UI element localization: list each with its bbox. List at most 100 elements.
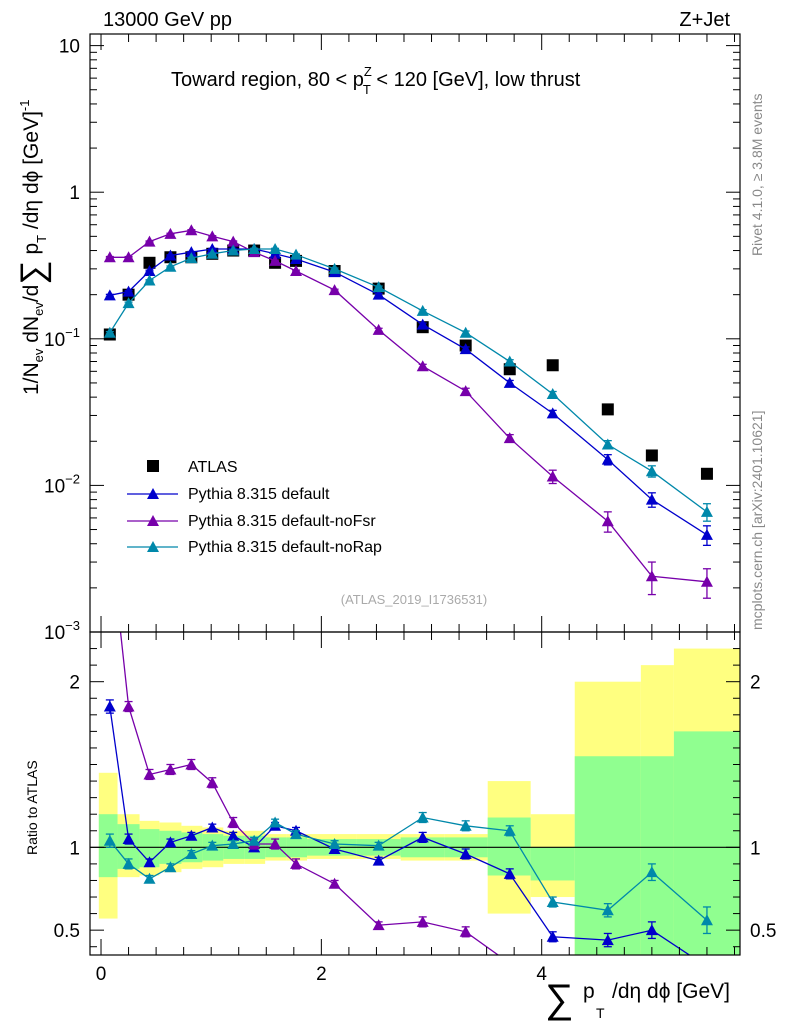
ratio-point-pythia-8-315-default-nofsr-11 — [372, 919, 385, 931]
ratio-ytick-label-right-0: 2 — [750, 673, 761, 694]
ratio-point-pythia-8-315-default-15 — [546, 930, 559, 942]
point-pythia-8-315-default-nofsr-13 — [459, 385, 472, 397]
point-atlas-17 — [645, 449, 658, 462]
ratio-point-pythia-8-315-default-nofsr-1 — [122, 700, 135, 712]
legend: ATLAS Pythia 8.315 default Pythia 8.315 … — [127, 459, 382, 556]
point-pythia-8-315-default-norap-18 — [700, 505, 713, 517]
point-pythia-8-315-default-norap-5 — [206, 247, 219, 259]
point-pythia-8-315-default-norap-10 — [328, 262, 341, 274]
legend-label-norap: Pythia 8.315 default-noRap — [188, 539, 382, 556]
point-pythia-8-315-default-norap-8 — [269, 242, 282, 254]
band-stat-17 — [640, 756, 674, 955]
ratio-point-pythia-8-315-default-14 — [503, 867, 516, 879]
main-ytick-label-3: 10−2 — [44, 471, 80, 497]
ratio-panel-frame — [89, 631, 741, 956]
point-pythia-8-315-default-2 — [143, 265, 156, 277]
point-pythia-8-315-default-12 — [416, 318, 429, 330]
point-pythia-8-315-default-15 — [546, 407, 559, 419]
point-pythia-8-315-default-norap-6 — [227, 244, 240, 256]
ratio-point-pythia-8-315-default-norap-14 — [503, 824, 516, 836]
main-ytick-label-0: 10 — [59, 37, 80, 58]
point-pythia-8-315-default-norap-13 — [459, 326, 472, 338]
ratio-point-pythia-8-315-default-norap-11 — [372, 839, 385, 851]
ratio-point-pythia-8-315-default-norap-2 — [143, 872, 156, 884]
ratio-point-pythia-8-315-default-nofsr-3 — [164, 763, 177, 775]
ratio-point-pythia-8-315-default-6 — [227, 829, 240, 841]
ratio-ytick-label-left-2: 0.5 — [54, 921, 80, 942]
ratio-point-pythia-8-315-default-nofsr-0 — [104, 527, 116, 538]
ratio-point-pythia-8-315-default-nofsr-6 — [227, 816, 240, 828]
legend-label-atlas: ATLAS — [188, 459, 238, 476]
ratio-point-pythia-8-315-default-4 — [185, 829, 198, 841]
ratio-point-pythia-8-315-default-13 — [459, 847, 472, 859]
point-pythia-8-315-default-17 — [645, 493, 658, 505]
point-pythia-8-315-default-0 — [103, 289, 116, 301]
source-label: mcplots.cern.ch [arXiv:2401.10621] — [749, 411, 765, 630]
ratio-point-pythia-8-315-default-12 — [416, 831, 429, 843]
point-pythia-8-315-default-norap-14 — [503, 355, 516, 367]
ratio-point-pythia-8-315-default-nofsr-10 — [328, 877, 341, 889]
point-pythia-8-315-default-nofsr-10 — [328, 284, 341, 296]
x-axis-label: ∑ p T /dη dϕ [GeV] — [545, 977, 730, 1021]
ratio-ytick-label-left-0: 2 — [69, 673, 80, 694]
point-pythia-8-315-default-18 — [700, 528, 713, 540]
ratio-point-pythia-8-315-default-1 — [122, 833, 135, 845]
ratio-point-pythia-8-315-default-norap-16 — [601, 904, 614, 916]
ratio-y-axis-label: Ratio to ATLAS — [24, 760, 40, 855]
ratio-point-pythia-8-315-default-nofsr-12 — [416, 915, 429, 927]
ratio-point-pythia-8-315-default-3 — [164, 836, 177, 848]
point-pythia-8-315-default-nofsr-6 — [227, 235, 240, 247]
rivet-version-label: Rivet 4.1.0, ≥ 3.8M events — [749, 93, 765, 256]
point-pythia-8-315-default-nofsr-17 — [645, 570, 658, 582]
band-stat-18 — [673, 731, 740, 955]
point-pythia-8-315-default-11 — [372, 288, 385, 300]
point-pythia-8-315-default-nofsr-2 — [143, 235, 156, 247]
ratio-point-pythia-8-315-default-norap-3 — [164, 861, 177, 873]
legend-label-default: Pythia 8.315 default — [188, 486, 330, 503]
ratio-point-pythia-8-315-default-16 — [601, 934, 614, 946]
ratio-point-pythia-8-315-default-norap-17 — [645, 866, 658, 878]
xtick-label-0: 0 — [96, 964, 107, 985]
point-pythia-8-315-default-nofsr-18 — [700, 575, 713, 587]
main-ytick-label-2: 10−1 — [44, 325, 80, 351]
ratio-point-pythia-8-315-default-2 — [143, 856, 156, 868]
legend-marker-nofsr — [147, 515, 159, 526]
band-stat-15 — [530, 847, 575, 881]
main-panel-data — [103, 224, 713, 599]
ratio-point-pythia-8-315-default-nofsr-9 — [290, 857, 303, 869]
ratio-point-pythia-8-315-default-17 — [645, 924, 658, 936]
svg-text:p: p — [583, 980, 595, 1003]
ratio-point-pythia-8-315-default-norap-6 — [227, 838, 240, 850]
ratio-point-pythia-8-315-default-norap-9 — [290, 828, 303, 840]
ratio-point-pythia-8-315-default-11 — [372, 854, 385, 866]
point-pythia-8-315-default-13 — [459, 343, 472, 355]
point-pythia-8-315-default-1 — [122, 285, 135, 297]
ratio-point-pythia-8-315-default-nofsr-8 — [269, 838, 282, 850]
plot-title: Toward region, 80 < pZ T < 120 [GeV], low… — [171, 64, 581, 97]
point-pythia-8-315-default-norap-7 — [248, 242, 261, 254]
point-pythia-8-315-default-nofsr-14 — [503, 432, 516, 444]
axes: 10 1 10−1 10−2 10−3 2 2 1 1 0.5 0.5 0 2 4 — [44, 33, 776, 985]
point-atlas-2 — [143, 256, 156, 269]
point-pythia-8-315-default-nofsr-0 — [103, 251, 116, 263]
ratio-point-pythia-8-315-default-nofsr-14 — [504, 957, 516, 968]
point-atlas-15 — [546, 359, 559, 372]
point-pythia-8-315-default-16 — [601, 453, 614, 465]
ratio-point-pythia-8-315-default-norap-8 — [269, 816, 282, 828]
ratio-point-pythia-8-315-default-norap-13 — [459, 819, 472, 831]
point-pythia-8-315-default-norap-11 — [372, 281, 385, 293]
ratio-point-pythia-8-315-default-norap-18 — [700, 914, 713, 926]
point-pythia-8-315-default-norap-2 — [143, 274, 156, 286]
ratio-point-pythia-8-315-default-norap-1 — [122, 857, 135, 869]
ratio-ytick-label-left-1: 1 — [69, 838, 80, 859]
point-pythia-8-315-default-4 — [185, 246, 198, 258]
point-pythia-8-315-default-3 — [164, 249, 177, 261]
legend-marker-default — [147, 488, 159, 499]
point-pythia-8-315-default-nofsr-5 — [206, 230, 219, 242]
xtick-label-1: 2 — [316, 964, 327, 985]
ratio-point-pythia-8-315-default-norap-7 — [248, 834, 261, 846]
svg-text:T: T — [596, 1005, 605, 1021]
ratio-point-pythia-8-315-default-norap-12 — [416, 811, 429, 823]
